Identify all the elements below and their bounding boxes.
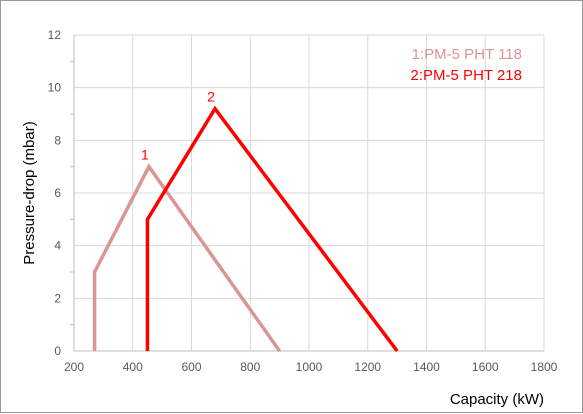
x-tick-label: 1800 xyxy=(531,360,558,374)
y-tick-label: 8 xyxy=(54,133,61,147)
peak-labels: 12 xyxy=(141,89,215,163)
legend-entry-1: 1:PM-5 PHT 118 xyxy=(412,46,522,63)
series-line-2 xyxy=(145,105,399,353)
x-tick-label: 1000 xyxy=(296,360,323,374)
y-tick-label: 2 xyxy=(54,291,61,305)
x-tick-label: 1200 xyxy=(354,360,381,374)
series-lines xyxy=(92,105,399,353)
x-tick-label: 200 xyxy=(64,360,84,374)
peak-label-1: 1 xyxy=(141,147,149,163)
x-axis-title: Capacity (kW) xyxy=(450,391,544,408)
y-tick-labels: 0 2 4 6 8 10 12 xyxy=(48,28,62,358)
axes xyxy=(70,35,544,352)
x-tick-label: 800 xyxy=(240,360,260,374)
y-tick-label: 0 xyxy=(54,344,61,358)
y-tick-label: 12 xyxy=(48,28,62,42)
x-tick-label: 400 xyxy=(123,360,143,374)
legend-entry-2: 2:PM-5 PHT 218 xyxy=(411,67,522,84)
x-tick-labels: 200 400 600 800 1000 1200 1400 1600 1800 xyxy=(64,360,558,374)
legend: 1:PM-5 PHT 118 2:PM-5 PHT 218 xyxy=(411,46,522,84)
y-tick-label: 4 xyxy=(54,239,61,253)
y-tick-label: 6 xyxy=(54,186,61,200)
x-tick-label: 1600 xyxy=(472,360,499,374)
x-tick-label: 1400 xyxy=(413,360,440,374)
peak-label-2: 2 xyxy=(207,89,215,105)
y-axis-title: Pressure-drop (mbar) xyxy=(21,121,38,264)
grid-lines xyxy=(74,34,545,351)
y-tick-label: 10 xyxy=(48,81,62,95)
x-tick-label: 600 xyxy=(181,360,201,374)
series-line-1 xyxy=(92,163,282,353)
